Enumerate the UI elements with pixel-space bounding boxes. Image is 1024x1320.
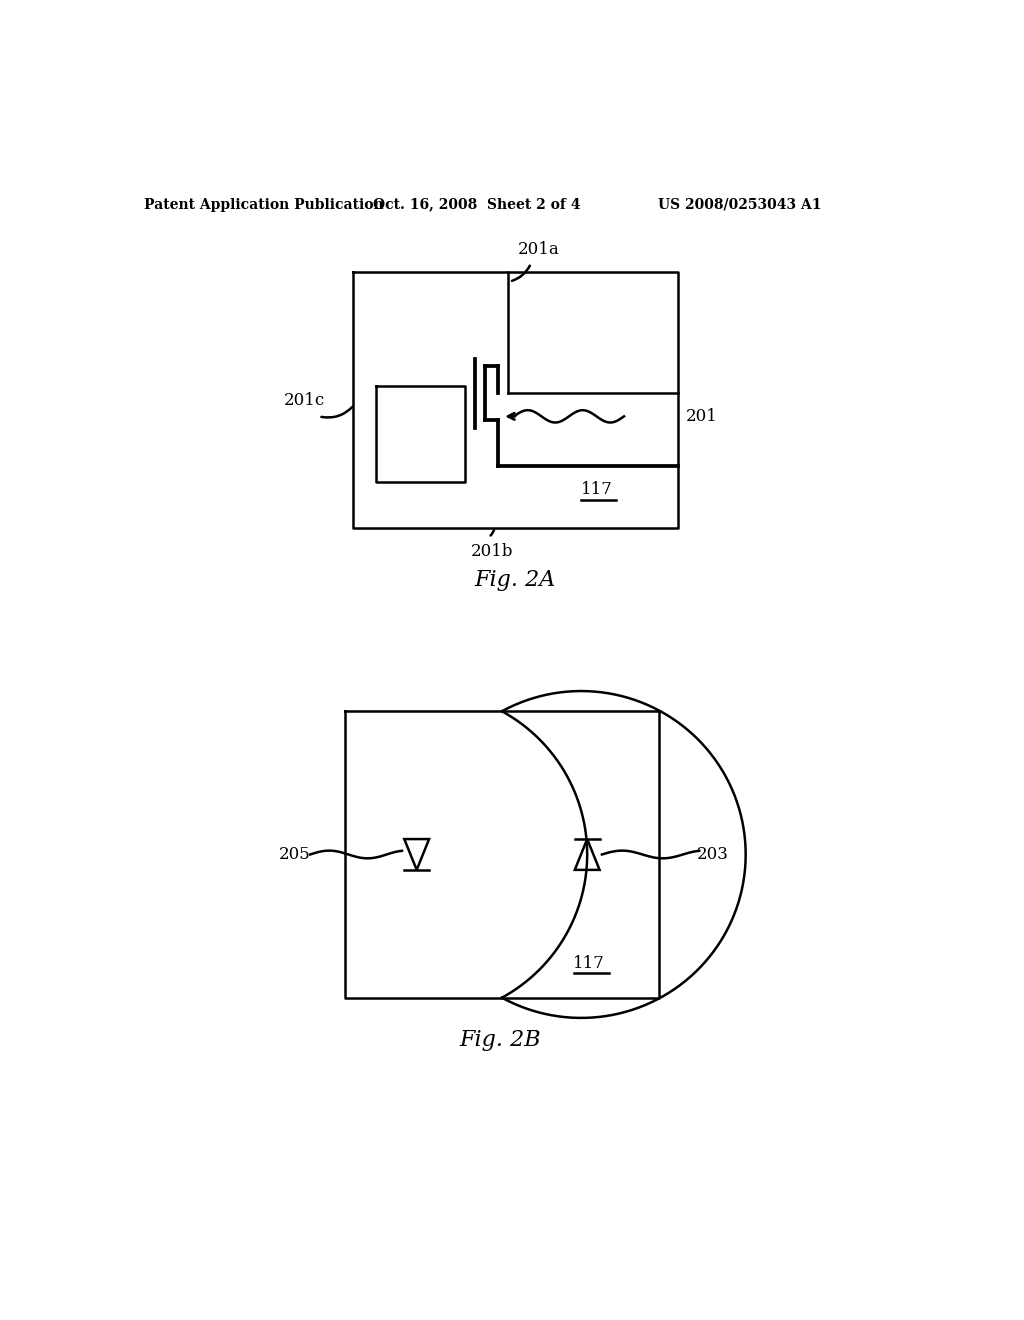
Text: 201b: 201b [471, 543, 513, 560]
Text: Fig. 2B: Fig. 2B [459, 1030, 541, 1051]
Text: Fig. 2A: Fig. 2A [475, 569, 556, 591]
Text: 205: 205 [279, 846, 310, 863]
Text: 117: 117 [573, 954, 605, 972]
Text: 117: 117 [581, 480, 612, 498]
Text: 201a: 201a [518, 240, 560, 257]
Text: 201: 201 [686, 408, 718, 425]
Text: 203: 203 [697, 846, 729, 863]
Text: Patent Application Publication: Patent Application Publication [143, 198, 383, 211]
Text: 201c: 201c [284, 392, 326, 409]
Text: Oct. 16, 2008  Sheet 2 of 4: Oct. 16, 2008 Sheet 2 of 4 [373, 198, 581, 211]
Text: US 2008/0253043 A1: US 2008/0253043 A1 [658, 198, 822, 211]
